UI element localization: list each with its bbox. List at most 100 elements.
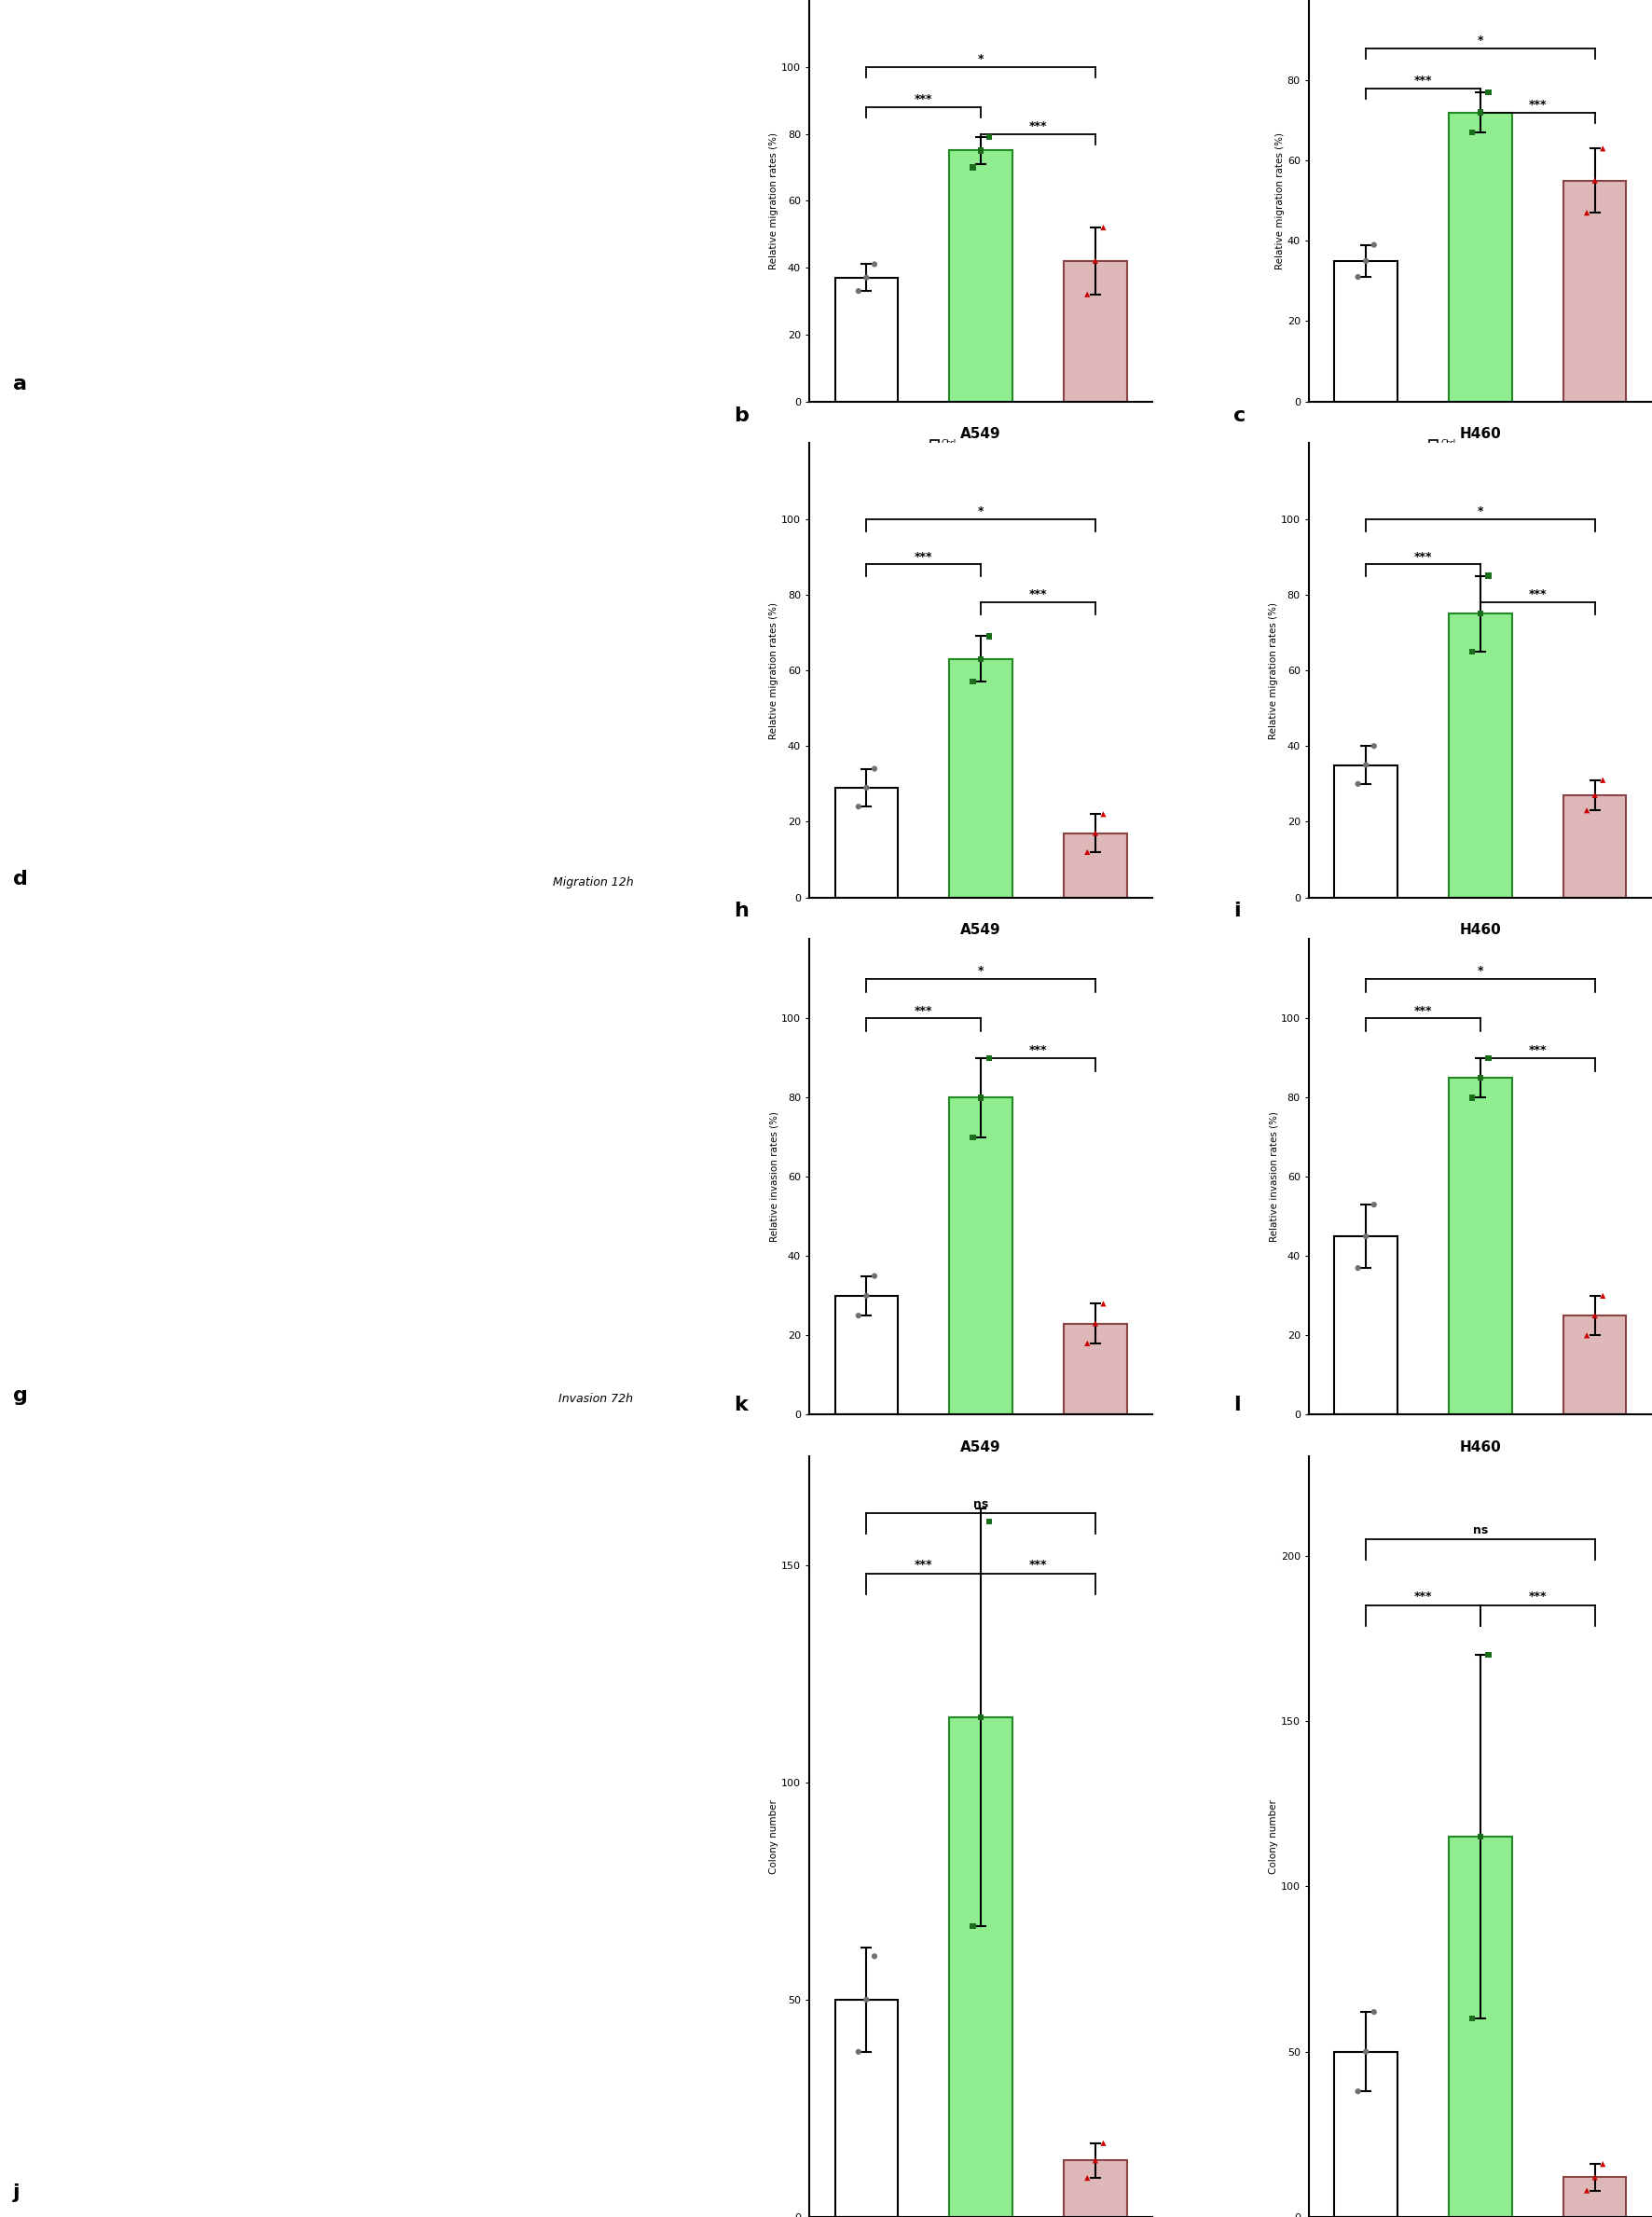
Point (846, 1297, 872, 1332)
Bar (1563, 1315, 1626, 1414)
Y-axis label: Relative migration rates (%): Relative migration rates (%) (770, 601, 778, 738)
Point (1353, 2033, 1379, 2068)
Text: Migration 12h: Migration 12h (553, 876, 633, 889)
Y-axis label: Relative migration rates (%): Relative migration rates (%) (770, 133, 778, 268)
Text: ***: *** (1528, 588, 1546, 601)
Point (1082, 816, 1108, 851)
Point (1589, 1277, 1616, 1312)
Point (1345, 1250, 1371, 1286)
Text: ***: *** (1414, 1590, 1432, 1603)
Point (976, 1503, 1003, 1539)
Point (976, 619, 1003, 654)
Point (1353, 747, 1379, 783)
Point (1581, 1297, 1607, 1332)
Point (852, 1982, 879, 2017)
Point (1082, 2144, 1108, 2179)
Point (960, 149, 986, 184)
Legend: Ctrl, PDGFB OE, PDGFB OE+galactose: Ctrl, PDGFB OE, PDGFB OE+galactose (928, 1457, 1034, 1488)
Title: H460: H460 (1459, 428, 1502, 441)
Point (1459, 1080, 1485, 1115)
Text: ***: *** (915, 93, 933, 106)
Point (960, 1120, 986, 1155)
Text: *: * (978, 505, 985, 517)
Y-axis label: Colony number: Colony number (770, 1800, 778, 1873)
Bar (834, 1295, 899, 1414)
Text: l: l (1234, 1397, 1241, 1414)
Bar (1449, 614, 1512, 898)
Text: ***: *** (1528, 1590, 1546, 1603)
Text: ***: *** (1414, 75, 1432, 86)
Text: k: k (733, 1397, 747, 1414)
Title: A549: A549 (960, 428, 1001, 441)
Bar (1563, 180, 1626, 401)
Point (968, 1080, 995, 1115)
Bar (834, 2000, 899, 2217)
Y-axis label: Relative invasion rates (%): Relative invasion rates (%) (1269, 1111, 1279, 1242)
Text: d: d (13, 869, 28, 889)
Bar (1563, 796, 1626, 898)
Text: j: j (13, 2184, 20, 2201)
Point (852, 259, 879, 295)
Bar (1064, 834, 1127, 898)
Bar (1449, 113, 1512, 401)
Point (1353, 1219, 1379, 1255)
Text: h: h (733, 902, 748, 920)
Title: A549: A549 (960, 922, 1001, 938)
Text: g: g (13, 1386, 28, 1406)
Point (861, 1259, 887, 1295)
Legend: Ctrl, PDGFB OE, PDGFB OE+galactose: Ctrl, PDGFB OE, PDGFB OE+galactose (928, 938, 1034, 969)
Point (1475, 559, 1502, 594)
Point (1074, 277, 1100, 313)
Point (976, 1040, 1003, 1075)
Point (846, 273, 872, 308)
Point (968, 133, 995, 168)
Point (1090, 1286, 1117, 1321)
Y-axis label: Relative invasion rates (%): Relative invasion rates (%) (770, 1111, 778, 1242)
Text: *: * (978, 964, 985, 978)
Point (960, 663, 986, 698)
Text: *: * (1477, 964, 1483, 978)
Point (1361, 1995, 1388, 2031)
Point (1345, 2073, 1371, 2108)
Text: ***: *** (1414, 550, 1432, 563)
Bar (834, 787, 899, 898)
Point (1361, 729, 1388, 765)
Bar (1335, 262, 1398, 401)
Bar (1335, 2051, 1398, 2217)
Text: ***: *** (1528, 1044, 1546, 1058)
Text: ***: *** (1414, 1004, 1432, 1018)
Legend: Ctrl, PDGFB OE, PDGFB OE+galactose: Ctrl, PDGFB OE, PDGFB OE+galactose (1427, 437, 1533, 468)
Point (1074, 2159, 1100, 2195)
Legend: Ctrl, PDGFB OE, PDGFB OE+galactose: Ctrl, PDGFB OE, PDGFB OE+galactose (1427, 1457, 1533, 1488)
Y-axis label: Relative migration rates (%): Relative migration rates (%) (1275, 133, 1285, 268)
Point (1574, 195, 1601, 231)
Point (1467, 1818, 1493, 1853)
Text: ***: *** (1029, 120, 1047, 133)
Point (846, 789, 872, 825)
Point (976, 120, 1003, 155)
Point (1467, 1060, 1493, 1095)
Legend: Ctrl, PDGFB OE, PDGFB OE+galactose: Ctrl, PDGFB OE, PDGFB OE+galactose (928, 437, 1034, 468)
Bar (1449, 1077, 1512, 1414)
Text: ***: *** (1029, 1044, 1047, 1058)
Point (1475, 1040, 1502, 1075)
Bar (1335, 1237, 1398, 1414)
Point (1574, 2173, 1601, 2208)
Point (861, 752, 887, 787)
Title: A549: A549 (960, 1441, 1001, 1454)
Point (1345, 767, 1371, 803)
Text: *: * (1477, 35, 1483, 47)
Point (1475, 1636, 1502, 1672)
Point (1459, 2002, 1485, 2037)
Text: ***: *** (915, 1559, 933, 1572)
Point (1467, 596, 1493, 632)
Point (1574, 794, 1601, 829)
Text: *: * (978, 53, 985, 67)
Point (1475, 75, 1502, 111)
Point (968, 1700, 995, 1736)
Point (960, 1909, 986, 1944)
Text: ns: ns (1474, 1525, 1488, 1536)
Y-axis label: Colony number: Colony number (1269, 1800, 1279, 1873)
Bar (1563, 2177, 1626, 2217)
Point (1574, 1317, 1601, 1352)
